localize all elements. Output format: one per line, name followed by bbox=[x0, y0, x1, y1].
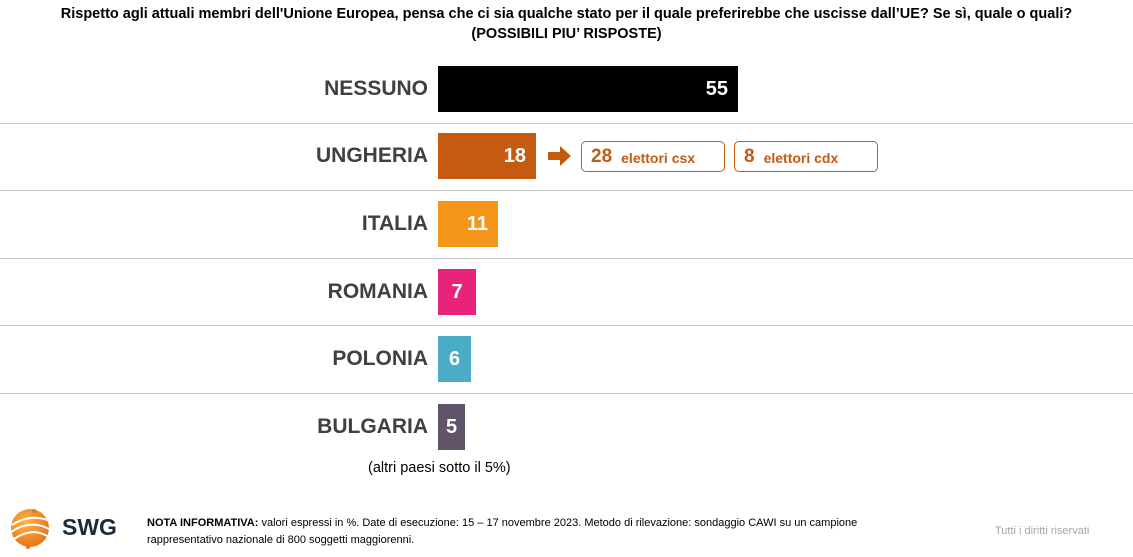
callout-value: 28 bbox=[591, 145, 613, 167]
swg-logo-icon bbox=[10, 509, 51, 549]
row-separator bbox=[0, 123, 1133, 124]
row-separator bbox=[0, 258, 1133, 259]
rights-reserved: Tutti i diritti riservati bbox=[995, 525, 1090, 537]
note-title: NOTA INFORMATIVA: bbox=[147, 517, 259, 529]
category-label-ungheria: UNGHERIA bbox=[315, 144, 428, 167]
bar-polonia: 6 bbox=[438, 336, 471, 382]
bar-romania: 7 bbox=[438, 269, 476, 315]
bar-value-label: 5 bbox=[445, 415, 458, 438]
bar-value-label: 18 bbox=[503, 144, 526, 167]
callout-label: elettori cdx bbox=[763, 150, 839, 166]
bar-ungheria: 18 bbox=[438, 133, 536, 179]
bar-value-label: 11 bbox=[466, 212, 488, 235]
callout-elettori-cdx: 8 elettori cdx bbox=[734, 141, 878, 172]
note-line-1: valori espressi in %. Date di esecuzione… bbox=[258, 517, 858, 529]
category-label-polonia: POLONIA bbox=[332, 347, 428, 370]
category-label-nessuno: NESSUNO bbox=[324, 77, 428, 100]
row-separator bbox=[0, 393, 1133, 394]
logo-text: SWG bbox=[62, 514, 117, 540]
row-separator bbox=[0, 325, 1133, 326]
chart-title: Rispetto agli attuali membri dell'Unione… bbox=[0, 4, 1133, 44]
category-label-bulgaria: BULGARIA bbox=[317, 415, 428, 438]
bar-bulgaria: 5 bbox=[438, 404, 465, 450]
category-label-italia: ITALIA bbox=[361, 212, 428, 235]
bar-italia: 11 bbox=[438, 201, 498, 247]
title-note: (POSSIBILI PIU’ RISPOSTE) bbox=[471, 26, 662, 42]
title-question: Rispetto agli attuali membri dell'Unione… bbox=[60, 6, 1073, 22]
bar-value-label: 6 bbox=[448, 347, 461, 370]
footer-note: NOTA INFORMATIVA: valori espressi in %. … bbox=[147, 515, 857, 549]
callout-value: 8 bbox=[744, 145, 755, 167]
note-line-2: rappresentativo nazionale di 800 soggett… bbox=[147, 534, 415, 546]
bar-value-label: 7 bbox=[451, 280, 463, 303]
bar-nessuno: 55 bbox=[438, 66, 738, 112]
arrow-right-icon bbox=[548, 146, 571, 166]
callout-elettori-csx: 28 elettori csx bbox=[581, 141, 725, 172]
callout-label: elettori csx bbox=[621, 150, 696, 166]
other-countries-note: (altri paesi sotto il 5%) bbox=[368, 460, 511, 476]
category-label-romania: ROMANIA bbox=[327, 280, 428, 303]
row-separator bbox=[0, 190, 1133, 191]
bar-value-label: 55 bbox=[705, 77, 728, 100]
